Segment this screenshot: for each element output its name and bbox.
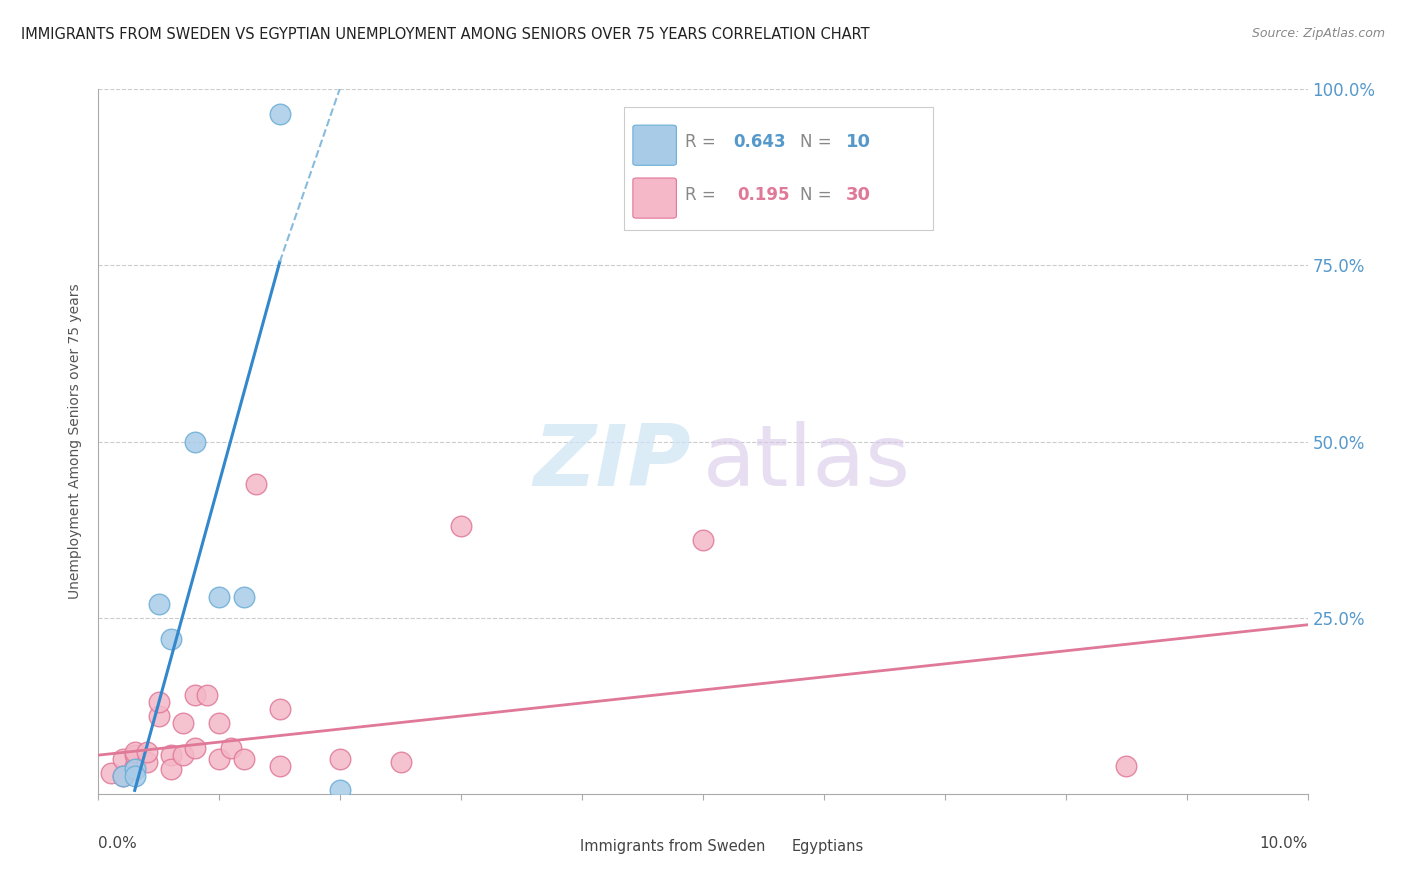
Y-axis label: Unemployment Among Seniors over 75 years: Unemployment Among Seniors over 75 years <box>69 284 83 599</box>
Point <box>160 632 183 646</box>
Point <box>195 688 218 702</box>
Point <box>692 533 714 548</box>
Point <box>124 758 146 772</box>
Point <box>329 751 352 765</box>
Point <box>124 745 146 759</box>
Point <box>245 476 267 491</box>
Point <box>172 716 194 731</box>
Point <box>172 748 194 763</box>
Point <box>111 769 134 783</box>
Text: N =: N = <box>800 133 837 151</box>
Text: 30: 30 <box>845 186 870 204</box>
Point <box>184 434 207 449</box>
FancyBboxPatch shape <box>633 125 676 165</box>
Point <box>232 751 254 765</box>
Point <box>208 590 231 604</box>
Point <box>269 758 291 772</box>
Text: Source: ZipAtlas.com: Source: ZipAtlas.com <box>1251 27 1385 40</box>
Point <box>160 762 183 776</box>
Point <box>148 695 170 709</box>
Point <box>124 748 146 763</box>
Text: 0.195: 0.195 <box>737 186 789 204</box>
Point <box>208 716 231 731</box>
Point <box>1115 758 1137 772</box>
Text: ZIP: ZIP <box>533 421 690 504</box>
Point <box>148 709 170 723</box>
Point <box>269 702 291 716</box>
Point <box>389 755 412 769</box>
FancyBboxPatch shape <box>754 833 787 864</box>
FancyBboxPatch shape <box>633 178 676 219</box>
FancyBboxPatch shape <box>624 107 932 230</box>
Point <box>124 762 146 776</box>
Point <box>135 745 157 759</box>
Text: 0.0%: 0.0% <box>98 836 138 851</box>
Point <box>329 783 352 797</box>
Point <box>184 688 207 702</box>
Point <box>232 590 254 604</box>
Point <box>111 751 134 765</box>
Text: 10: 10 <box>845 133 870 151</box>
Point <box>221 741 243 756</box>
Text: Egyptians: Egyptians <box>792 839 863 855</box>
Point <box>269 107 291 121</box>
Text: 10.0%: 10.0% <box>1260 836 1308 851</box>
Point <box>124 762 146 776</box>
Point <box>208 751 231 765</box>
FancyBboxPatch shape <box>543 833 576 864</box>
Point <box>148 597 170 611</box>
Point <box>160 748 183 763</box>
Point <box>124 769 146 783</box>
Point <box>135 755 157 769</box>
Text: N =: N = <box>800 186 837 204</box>
Text: R =: R = <box>685 186 725 204</box>
Point <box>100 765 122 780</box>
Point <box>450 519 472 533</box>
Point <box>184 741 207 756</box>
Point <box>111 769 134 783</box>
Text: atlas: atlas <box>703 421 911 504</box>
Text: 0.643: 0.643 <box>734 133 786 151</box>
Text: R =: R = <box>685 133 721 151</box>
Text: IMMIGRANTS FROM SWEDEN VS EGYPTIAN UNEMPLOYMENT AMONG SENIORS OVER 75 YEARS CORR: IMMIGRANTS FROM SWEDEN VS EGYPTIAN UNEMP… <box>21 27 870 42</box>
Text: Immigrants from Sweden: Immigrants from Sweden <box>579 839 765 855</box>
